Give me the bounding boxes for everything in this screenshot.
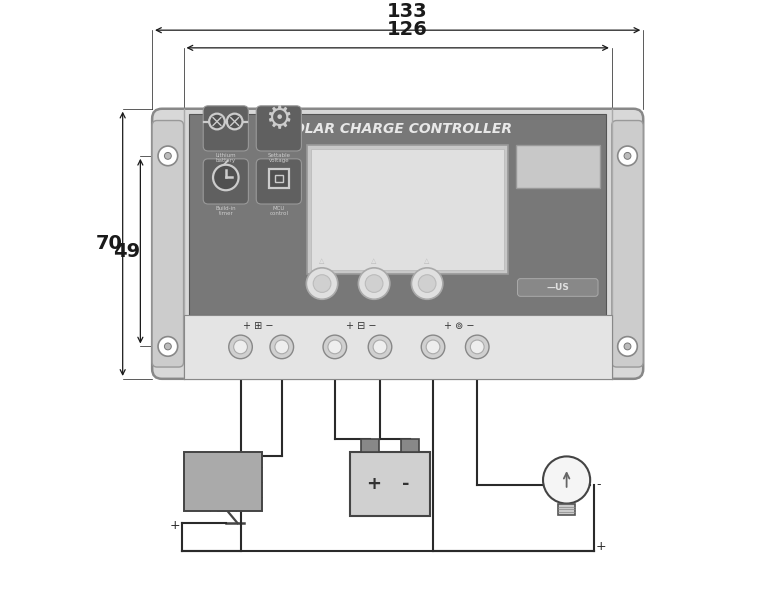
Text: MCU: MCU	[273, 206, 285, 211]
Circle shape	[368, 335, 392, 359]
Circle shape	[373, 340, 387, 354]
Circle shape	[226, 114, 242, 130]
Circle shape	[328, 340, 342, 354]
Text: -: -	[265, 450, 270, 463]
FancyBboxPatch shape	[152, 109, 643, 379]
FancyBboxPatch shape	[612, 121, 643, 367]
Text: +: +	[366, 475, 382, 494]
Text: Lithium: Lithium	[216, 153, 236, 158]
Bar	[307, 145, 508, 274]
Text: 126: 126	[387, 20, 428, 39]
Text: + ⊞ −: + ⊞ −	[243, 321, 274, 331]
Text: -: -	[402, 475, 410, 494]
Text: voltage: voltage	[268, 158, 289, 163]
Bar	[361, 439, 378, 452]
FancyBboxPatch shape	[203, 106, 249, 151]
Circle shape	[158, 336, 178, 356]
Circle shape	[158, 146, 178, 166]
Circle shape	[624, 343, 631, 350]
Bar	[312, 149, 504, 270]
Text: Build-in: Build-in	[216, 206, 236, 211]
Text: timer: timer	[218, 211, 233, 216]
Bar	[350, 452, 430, 517]
Text: △: △	[424, 258, 430, 264]
Circle shape	[426, 340, 440, 354]
Text: +: +	[596, 540, 606, 553]
Circle shape	[543, 456, 591, 504]
Text: —US: —US	[546, 283, 569, 292]
Circle shape	[306, 268, 337, 299]
Text: ⚙: ⚙	[265, 105, 293, 134]
Circle shape	[233, 340, 248, 354]
Circle shape	[164, 153, 171, 159]
Circle shape	[421, 335, 445, 359]
Text: 70: 70	[96, 234, 122, 253]
Circle shape	[624, 153, 631, 159]
FancyBboxPatch shape	[518, 279, 598, 296]
Bar	[269, 168, 289, 188]
Circle shape	[359, 268, 390, 299]
Text: battery: battery	[216, 158, 236, 163]
Bar	[184, 315, 612, 379]
Circle shape	[323, 335, 347, 359]
Text: SOLAR CHARGE CONTROLLER: SOLAR CHARGE CONTROLLER	[283, 121, 512, 135]
Circle shape	[209, 114, 225, 130]
Text: △: △	[319, 258, 325, 264]
Bar	[515, 145, 600, 188]
Circle shape	[418, 274, 436, 292]
Bar	[558, 504, 575, 515]
Text: 49: 49	[113, 241, 140, 261]
Bar	[184, 452, 262, 511]
Circle shape	[465, 335, 489, 359]
Bar	[275, 174, 283, 183]
Circle shape	[164, 343, 171, 350]
Circle shape	[313, 274, 331, 292]
Text: + ⊟ −: + ⊟ −	[346, 321, 377, 331]
Circle shape	[229, 335, 252, 359]
Text: +: +	[170, 519, 181, 532]
Text: + ⊚ −: + ⊚ −	[445, 321, 475, 331]
Text: -: -	[596, 478, 600, 491]
Circle shape	[275, 340, 289, 354]
FancyBboxPatch shape	[203, 159, 249, 204]
FancyBboxPatch shape	[256, 106, 302, 151]
Circle shape	[270, 335, 293, 359]
Circle shape	[470, 340, 484, 354]
Text: control: control	[269, 211, 288, 216]
FancyBboxPatch shape	[256, 159, 302, 204]
Circle shape	[411, 268, 443, 299]
Bar	[401, 439, 419, 452]
Circle shape	[366, 274, 383, 292]
Text: 133: 133	[387, 2, 428, 21]
Text: △: △	[372, 258, 377, 264]
Circle shape	[618, 146, 638, 166]
Circle shape	[213, 165, 239, 190]
FancyBboxPatch shape	[152, 121, 184, 367]
Circle shape	[618, 336, 638, 356]
Bar	[189, 114, 606, 315]
Text: Settable: Settable	[268, 153, 290, 158]
